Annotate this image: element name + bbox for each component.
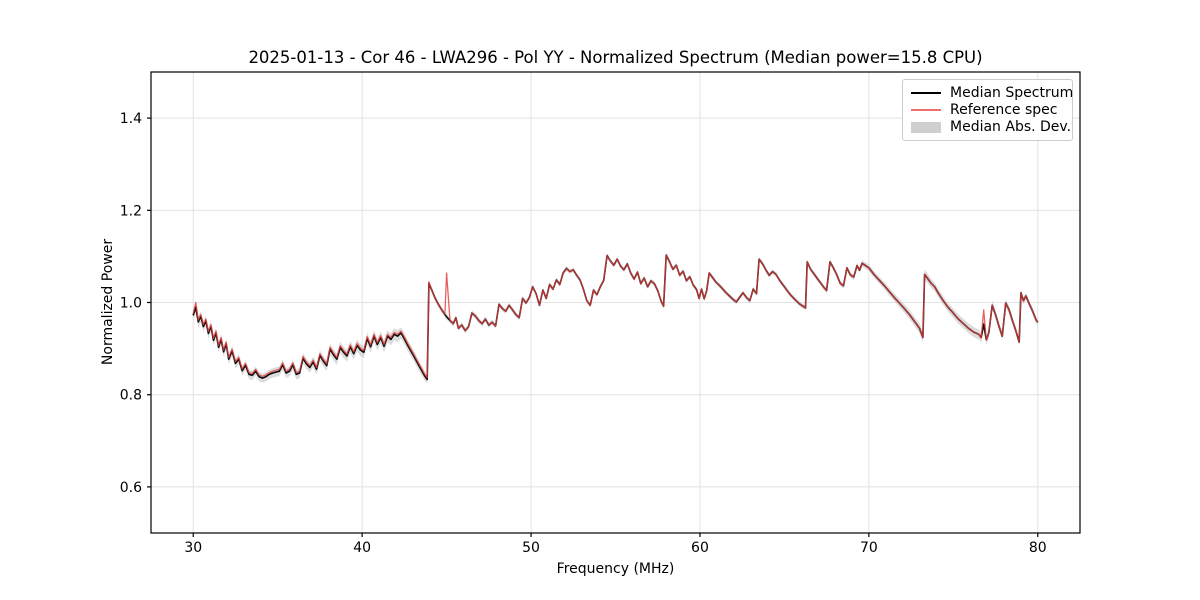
- legend-entry-median-abs-dev: Median Abs. Dev.: [911, 120, 1071, 134]
- legend-entry-median-spectrum: Median Spectrum: [911, 86, 1073, 100]
- y-tick-label: 1.0: [120, 296, 142, 312]
- legend-label-median-spectrum: Median Spectrum: [950, 84, 1074, 101]
- legend-label-median-abs-dev: Median Abs. Dev.: [950, 119, 1072, 136]
- x-tick-label: 60: [691, 540, 709, 556]
- legend-box: Median Spectrum Reference spec Median Ab…: [902, 79, 1073, 141]
- y-tick-label: 0.6: [120, 480, 142, 496]
- median-abs-dev-patch-swatch-icon: [911, 121, 941, 133]
- reference-spec-line-swatch-icon: [911, 108, 941, 111]
- median-spectrum-line-swatch-icon: [911, 91, 941, 94]
- x-tick-label: 30: [184, 540, 202, 556]
- chart-title: 2025-01-13 - Cor 46 - LWA296 - Pol YY - …: [248, 48, 983, 67]
- legend-label-reference-spec: Reference spec: [950, 101, 1058, 118]
- x-tick-label: 40: [353, 540, 371, 556]
- x-tick-label: 70: [860, 540, 878, 556]
- y-tick-label: 0.8: [120, 388, 142, 404]
- x-tick-label: 50: [522, 540, 540, 556]
- reference-spec-line: [192, 254, 1039, 379]
- y-tick-label: 1.4: [120, 111, 142, 127]
- legend-entry-reference-spec: Reference spec: [911, 103, 1064, 117]
- median-abs-dev-band: [193, 252, 1038, 384]
- x-axis-label: Frequency (MHz): [556, 561, 675, 577]
- x-tick-label: 80: [1029, 540, 1047, 556]
- y-tick-label: 1.2: [120, 203, 142, 219]
